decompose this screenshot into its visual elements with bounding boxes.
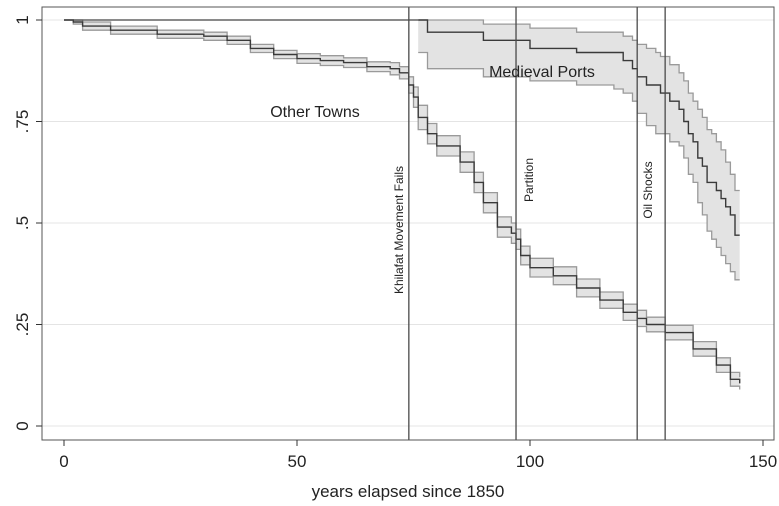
annotations: Other Towns Medieval Ports [270,64,595,121]
other-towns-label: Other Towns [270,104,360,121]
y-tick-label: .5 [13,216,32,230]
x-tick-label: 150 [749,452,777,471]
axes: 0 .25 .5 .75 1 0 50 100 150 [13,6,777,471]
y-tick-label: .75 [13,110,32,134]
event-label: Khilafat Movement Fails [392,166,406,294]
event-label: Partition [522,158,536,202]
lower-bound-line [418,51,740,281]
x-tick-label: 100 [516,452,544,471]
upper-bound-line [418,19,740,192]
x-tick-label: 0 [59,452,68,471]
y-tick-label: 1 [13,15,32,24]
medieval-ports-label: Medieval Ports [489,64,595,81]
y-tick-label: .25 [13,313,32,337]
confidence-band [418,20,740,280]
event-lines: Khilafat Movement Fails Partition Oil Shoc… [392,7,666,440]
y-tick-label: 0 [13,421,32,430]
survival-line [418,19,740,236]
x-axis-label: years elapsed since 1850 [312,482,505,501]
x-tick-label: 50 [288,452,307,471]
event-label: Oil Shocks [641,161,655,218]
